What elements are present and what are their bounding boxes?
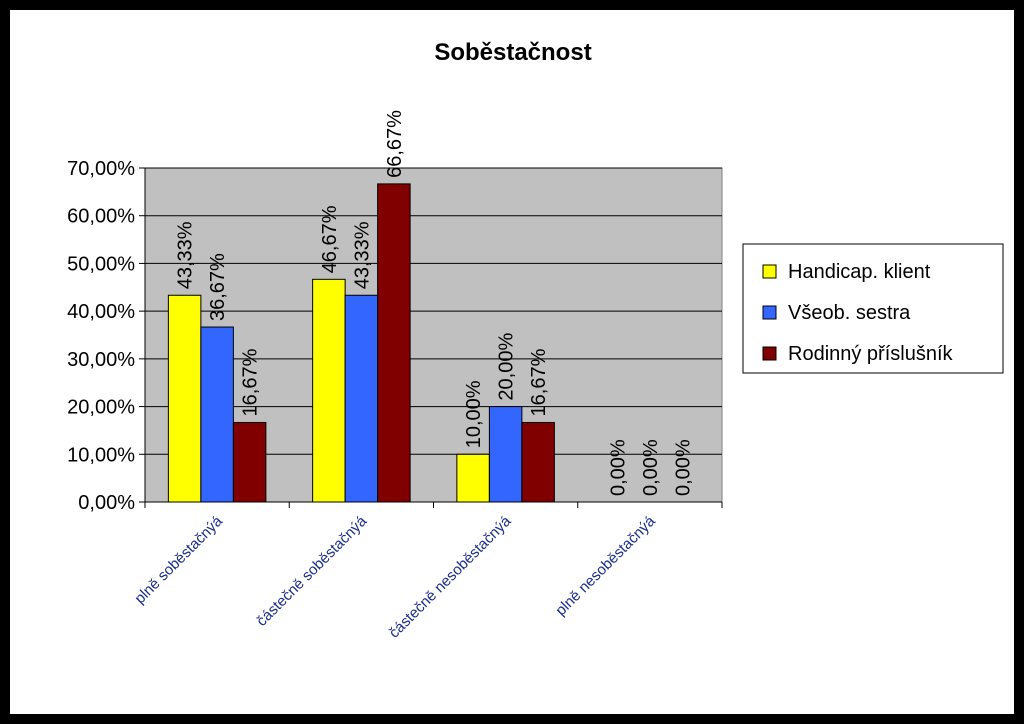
bar xyxy=(377,183,411,503)
y-tick-label: 50,00% xyxy=(67,253,135,275)
legend-swatch xyxy=(762,305,777,320)
y-axis: 0,00% 10,00% 20,00% 30,00% 40,00% 50,00% 60,00… xyxy=(67,158,146,514)
legend-label: Handicap. klient xyxy=(788,261,931,283)
data-label: 66,67% xyxy=(384,110,406,178)
legend-swatch xyxy=(762,264,777,279)
data-label: 46,67% xyxy=(319,205,341,273)
data-label: 0,00% xyxy=(607,439,629,496)
bar xyxy=(344,294,379,503)
data-label: 43,33% xyxy=(351,221,373,289)
y-tick-label: 70,00% xyxy=(67,158,135,180)
x-tick-label: plně soběstačnýá xyxy=(131,512,226,607)
data-label: 16,67% xyxy=(240,348,262,416)
y-tick-label: 0,00% xyxy=(78,492,135,514)
data-label: 16,67% xyxy=(528,348,550,416)
bar xyxy=(200,326,234,503)
x-axis: plně soběstačnýá částečně soběstačnýá část… xyxy=(131,501,723,642)
bar xyxy=(232,421,267,503)
bar xyxy=(456,453,490,503)
legend-label: Všeob. sestra xyxy=(788,302,911,324)
bar xyxy=(488,406,523,503)
x-tick-label: částečně soběstačnýá xyxy=(253,512,370,629)
data-label: 43,33% xyxy=(175,221,197,289)
data-label: 20,00% xyxy=(496,333,518,401)
y-tick-label: 20,00% xyxy=(67,397,135,419)
legend: Handicap. klient Všeob. sestra Rodinný pří… xyxy=(742,243,1004,374)
data-label: 0,00% xyxy=(672,439,694,496)
legend-label: Rodinný příslušník xyxy=(788,343,954,365)
y-tick-label: 40,00% xyxy=(67,301,135,323)
y-tick-label: 30,00% xyxy=(67,349,135,371)
bar-chart: Soběstačnost 0,00% 10,00% 20,00% 30,00% 40,0… xyxy=(67,39,1004,642)
data-labels: 43,33% 36,67% 16,67% 46,67% 43,33% 66,67% 10,0… xyxy=(175,110,695,496)
legend-swatch xyxy=(762,346,777,361)
chart-title: Soběstačnost xyxy=(434,39,591,66)
bar xyxy=(167,294,202,503)
x-tick-label: částečně nesoběstačnýá xyxy=(386,512,515,641)
chart-frame: Soběstačnost 0,00% 10,00% 20,00% 30,00% 40,0… xyxy=(10,10,1014,714)
legend-box xyxy=(742,243,1004,374)
y-tick-label: 10,00% xyxy=(67,444,135,466)
x-tick-label: plně nesoběstačnýá xyxy=(552,512,659,619)
data-label: 36,67% xyxy=(207,253,229,321)
bars xyxy=(167,183,555,503)
data-label: 10,00% xyxy=(463,380,485,448)
bar xyxy=(521,421,555,503)
y-tick-label: 60,00% xyxy=(67,206,135,228)
data-label: 0,00% xyxy=(640,439,662,496)
bar xyxy=(312,278,346,503)
